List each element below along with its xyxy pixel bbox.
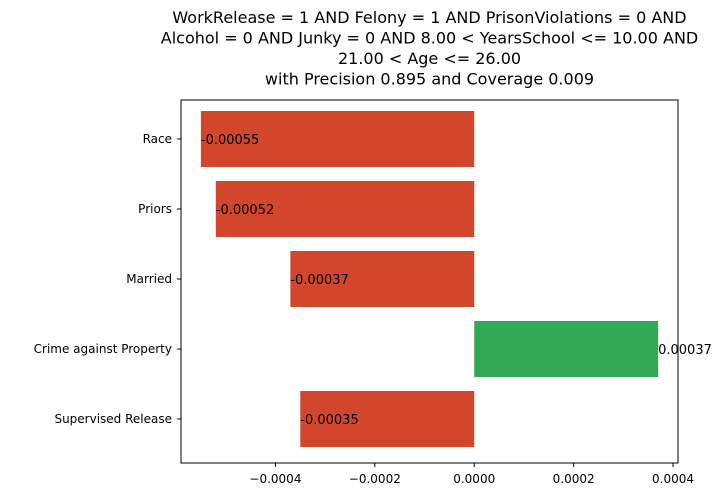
chart-title-line: WorkRelease = 1 AND Felony = 1 AND Priso… — [172, 8, 686, 27]
bar — [290, 251, 475, 307]
chart-title-line: Alcohol = 0 AND Junky = 0 AND 8.00 < Yea… — [161, 29, 698, 48]
bar-value-label: 0.00037 — [658, 343, 712, 358]
bars — [200, 111, 659, 447]
y-tick-label: Supervised Release — [54, 412, 172, 426]
bar-value-label: -0.00052 — [216, 203, 274, 218]
bar — [474, 321, 659, 377]
bar-value-label: -0.00055 — [201, 133, 259, 148]
x-axis: −0.0004 −0.0002 0.0000 0.0002 0.0004 — [249, 463, 694, 486]
bar — [215, 181, 475, 237]
y-tick-label: Married — [126, 272, 172, 286]
y-tick-label: Race — [143, 132, 172, 146]
x-tick-label: −0.0002 — [349, 472, 401, 486]
chart-title-line: with Precision 0.895 and Coverage 0.009 — [265, 70, 594, 89]
bar-value-label: -0.00037 — [290, 273, 348, 288]
y-tick-label: Priors — [138, 202, 172, 216]
y-axis: Race Priors Married Crime against Property S… — [34, 132, 181, 426]
x-tick-label: −0.0004 — [249, 472, 301, 486]
x-tick-label: 0.0004 — [652, 472, 694, 486]
bar — [200, 111, 475, 167]
bar-value-label: -0.00035 — [300, 413, 358, 428]
chart-title: WorkRelease = 1 AND Felony = 1 AND Priso… — [161, 8, 698, 89]
data-labels: -0.00055 -0.00052 -0.00037 0.00037 -0.00035 — [201, 133, 712, 428]
x-tick-label: 0.0000 — [453, 472, 495, 486]
plot-frame — [180, 99, 679, 464]
bar — [300, 391, 475, 447]
y-tick-label: Crime against Property — [34, 342, 172, 356]
x-tick-label: 0.0002 — [553, 472, 595, 486]
chart-title-line: 21.00 < Age <= 26.00 — [338, 49, 521, 68]
